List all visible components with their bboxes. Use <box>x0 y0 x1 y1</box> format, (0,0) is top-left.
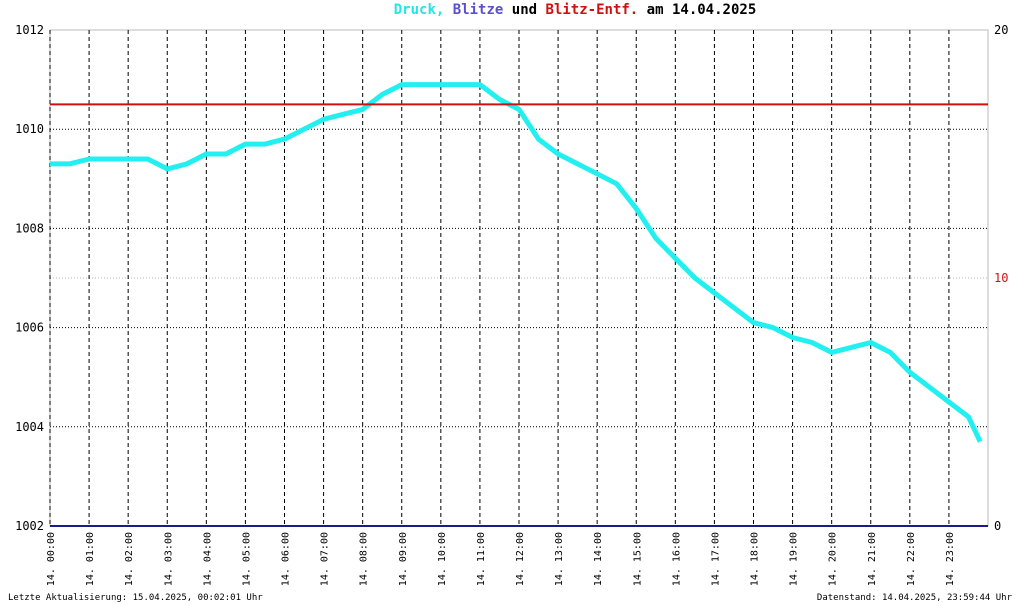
x-tick-label: 14. 04:00 <box>202 532 213 586</box>
y-tick-label: 1008 <box>15 221 44 235</box>
y-tick-label: 1012 <box>15 23 44 37</box>
y-tick-label: 1006 <box>15 321 44 335</box>
title-part: Blitze <box>453 2 504 18</box>
x-tick-label: 14. 21:00 <box>867 532 878 586</box>
x-tick-label: 14. 23:00 <box>945 532 956 586</box>
x-tick-label: 14. 02:00 <box>124 532 135 586</box>
y2-tick-label: 10 <box>994 271 1008 285</box>
x-tick-label: 14. 15:00 <box>632 532 643 586</box>
x-tick-label: 14. 17:00 <box>710 532 721 586</box>
x-tick-label: 14. 20:00 <box>828 532 839 586</box>
x-tick-label: 14. 11:00 <box>476 532 487 586</box>
x-tick-label: 14. 19:00 <box>789 532 800 586</box>
title-part: und <box>512 2 537 18</box>
x-tick-label: 14. 03:00 <box>163 532 174 586</box>
x-tick-label: 14. 08:00 <box>359 532 370 586</box>
x-tick-label: 14. 18:00 <box>750 532 761 586</box>
x-tick-label: 14. 07:00 <box>320 532 331 586</box>
title-part: am 14.04.2025 <box>647 2 757 18</box>
x-tick-label: 14. 05:00 <box>241 532 252 586</box>
x-tick-label: 14. 01:00 <box>85 532 96 586</box>
series-line <box>50 82 983 443</box>
footer-right: Datenstand: 14.04.2025, 23:59:44 Uhr <box>817 593 1013 603</box>
x-tick-label: 14. 22:00 <box>906 532 917 586</box>
chart-title: Druck, Blitze und Blitz-Entf. am 14.04.2… <box>394 2 757 18</box>
x-tick-label: 14. 14:00 <box>593 532 604 586</box>
title-part: Druck, <box>394 2 445 18</box>
x-tick-label: 14. 16:00 <box>671 532 682 586</box>
y-tick-label: 1004 <box>15 420 44 434</box>
x-tick-label: 14. 12:00 <box>515 532 526 586</box>
y-tick-label: 1010 <box>15 122 44 136</box>
x-tick-label: 14. 10:00 <box>437 532 448 586</box>
x-tick-label: 14. 00:00 <box>46 532 57 586</box>
y2-tick-label: 0 <box>994 519 1001 533</box>
y2-tick-label: 20 <box>994 23 1008 37</box>
footer-left: Letzte Aktualisierung: 15.04.2025, 00:02… <box>8 593 263 603</box>
title-part: Blitz-Entf. <box>546 2 639 18</box>
x-tick-label: 14. 09:00 <box>398 532 409 586</box>
x-tick-label: 14. 06:00 <box>281 532 292 586</box>
x-tick-label: 14. 13:00 <box>554 532 565 586</box>
y-tick-label: 1002 <box>15 519 44 533</box>
